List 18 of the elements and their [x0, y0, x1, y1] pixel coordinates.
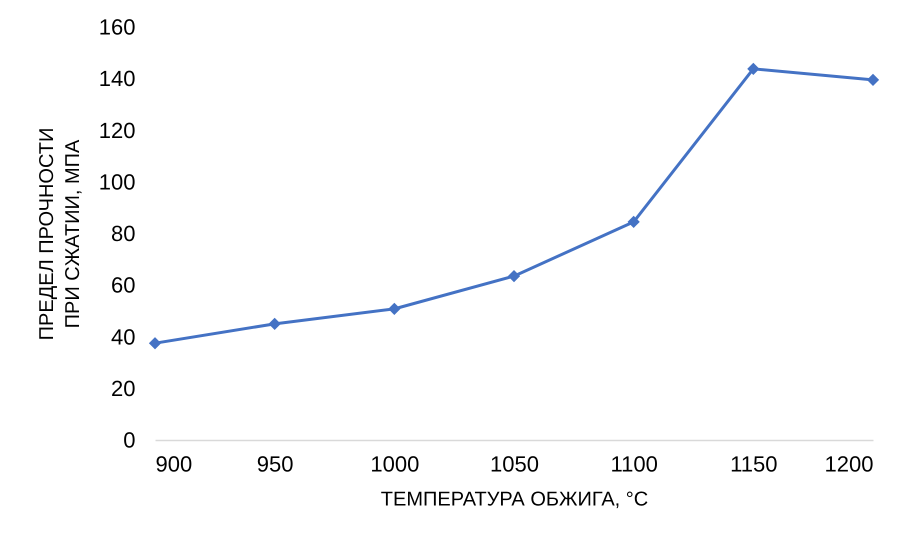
y-tick-label: 100	[98, 169, 136, 194]
y-axis-title: ПРЕДЕЛ ПРОЧНОСТИ ПРИ СЖАТИИ, МПА	[36, 128, 84, 340]
y-tick-label: 20	[111, 376, 136, 401]
x-tick-label: 900	[156, 452, 192, 476]
y-tick-label: 40	[111, 324, 136, 350]
y-tick-label: 0	[123, 428, 136, 452]
x-tick-label: 1050	[490, 452, 539, 476]
x-tick-label: 1100	[610, 452, 658, 476]
y-tick-label: 140	[98, 66, 136, 92]
x-tick-label: 1200	[824, 452, 874, 476]
x-tick-label: 950	[256, 452, 294, 476]
y-tick-label: 80	[111, 221, 136, 246]
x-tick-label: 1150	[730, 452, 778, 476]
x-tick-label: 1000	[370, 452, 420, 476]
y-tick-label: 120	[98, 118, 136, 143]
x-axis-title: ТЕМПЕРАТУРА ОБЖИГА, °C	[380, 488, 648, 510]
y-tick-label: 60	[111, 272, 136, 298]
y-tick-label: 160	[98, 14, 136, 40]
